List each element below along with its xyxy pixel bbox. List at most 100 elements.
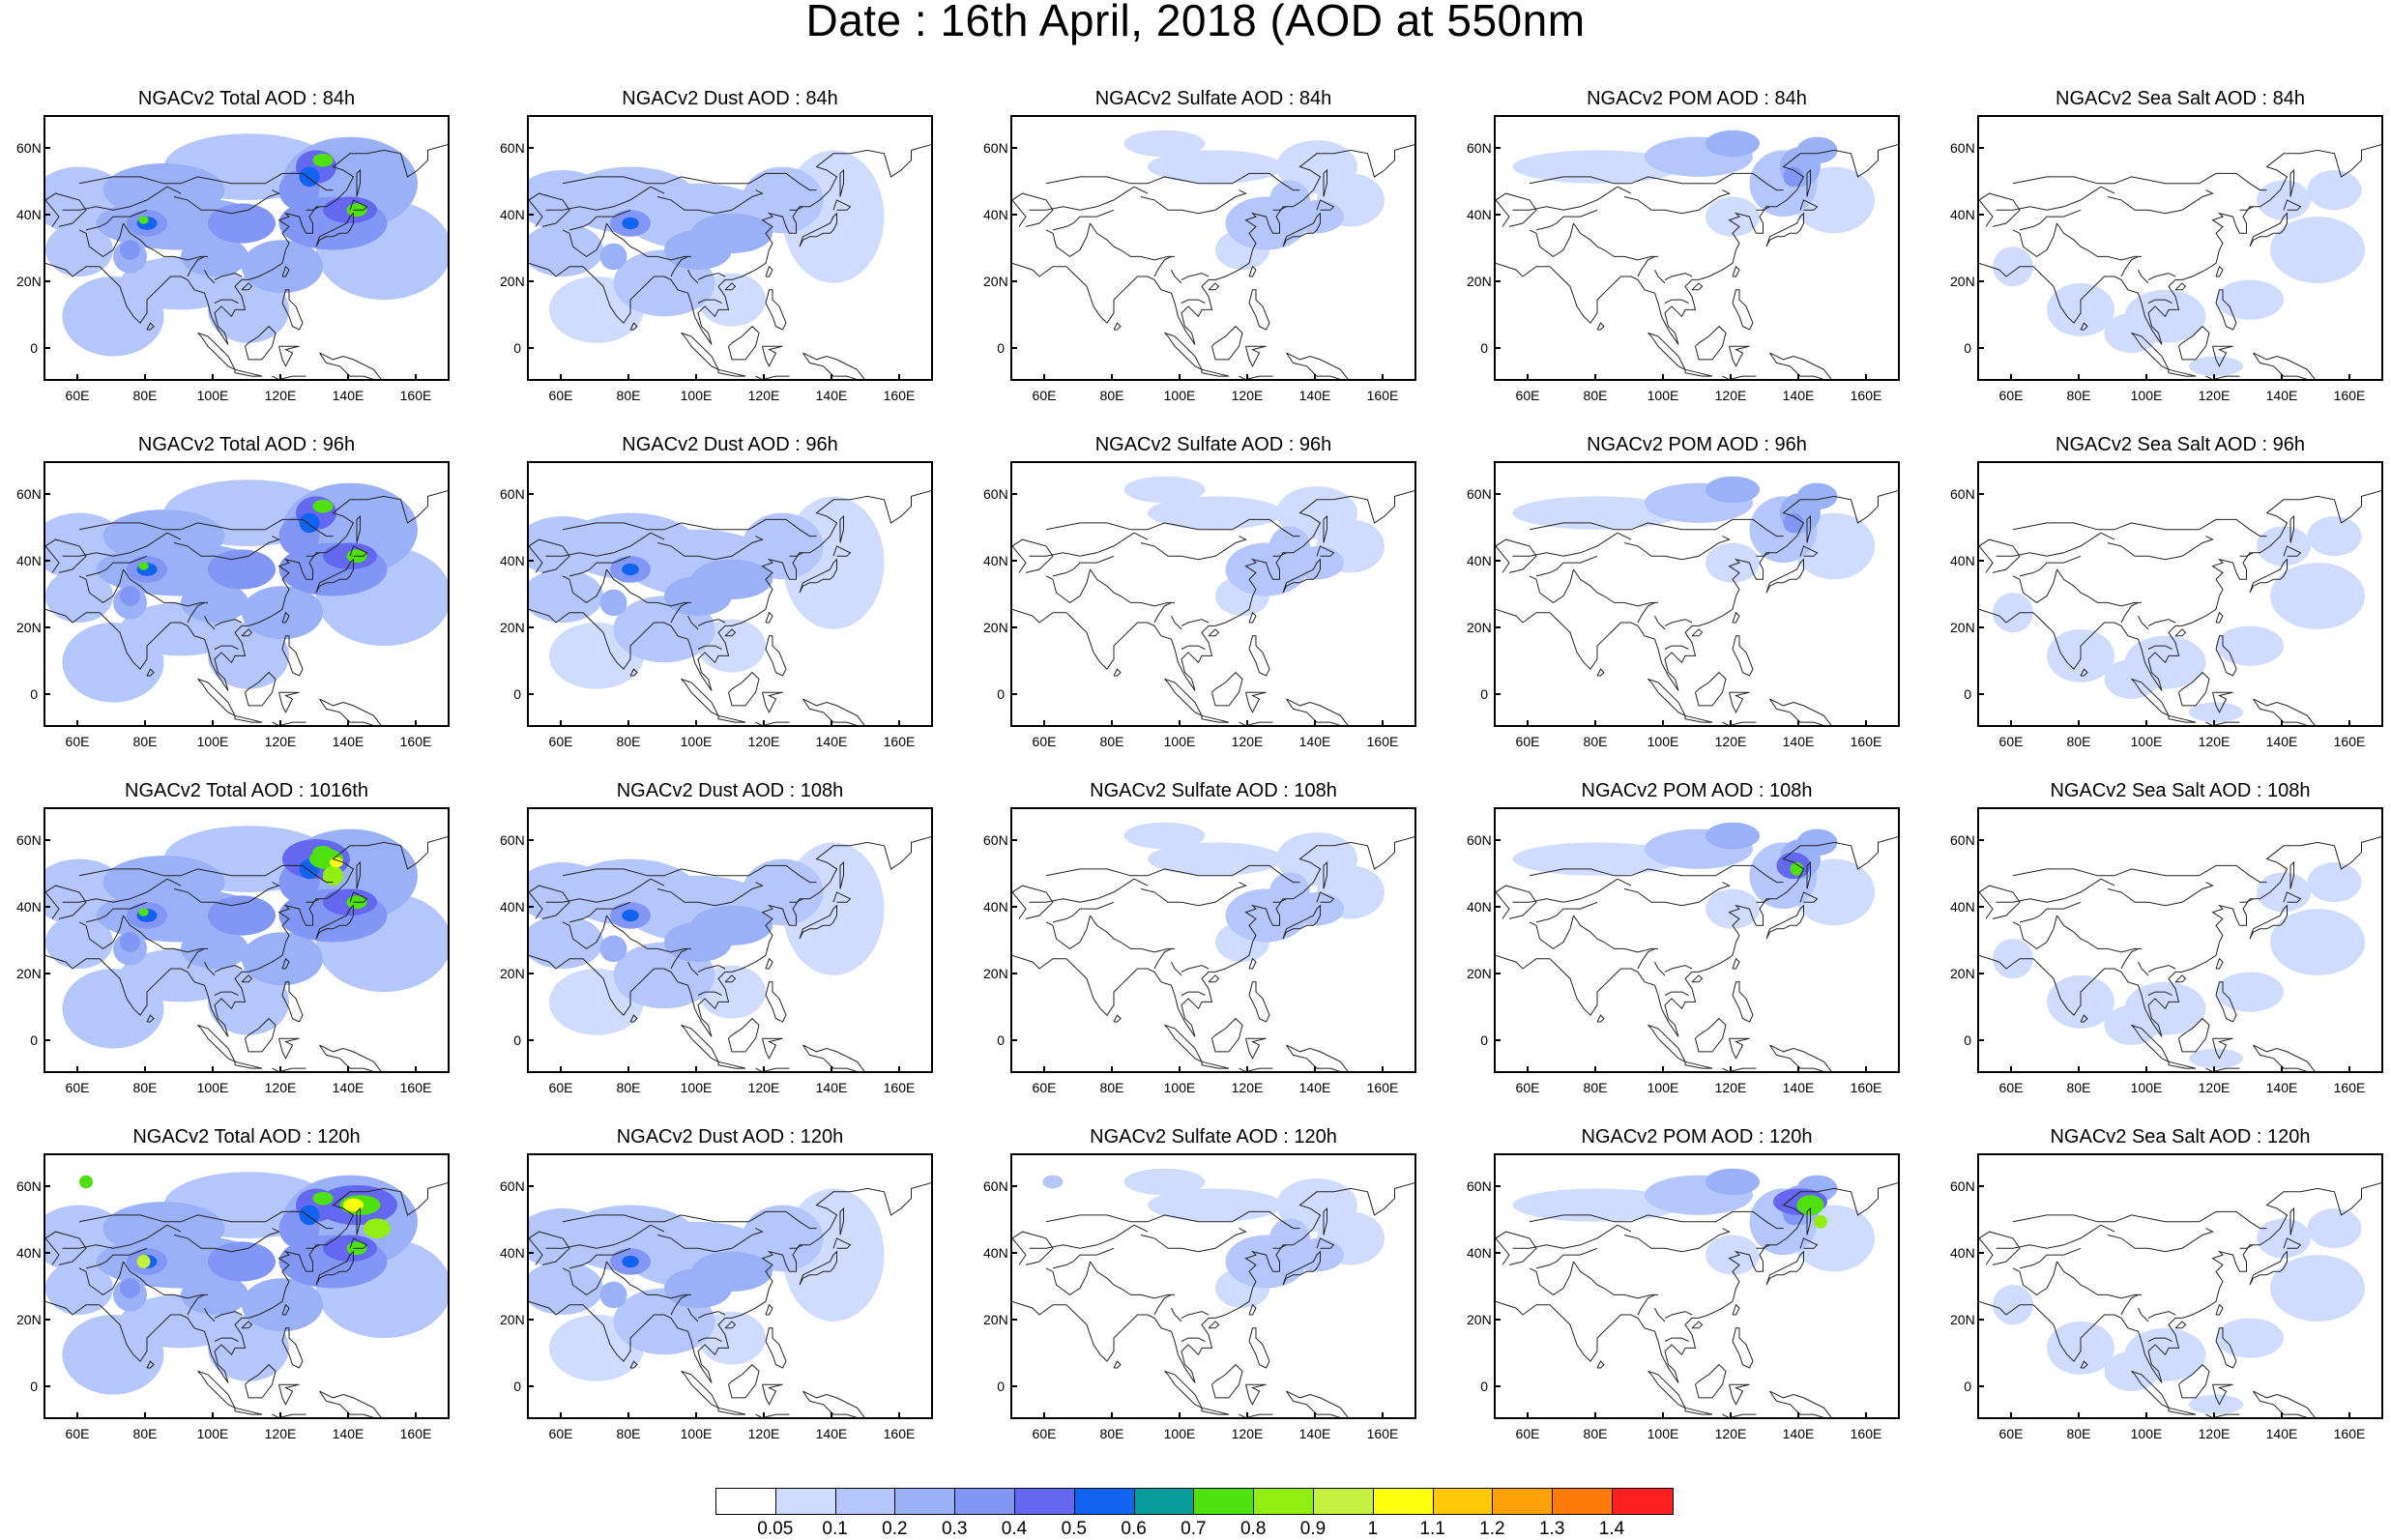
coastline <box>2012 915 2057 950</box>
map-plot-area <box>1010 115 1416 381</box>
colorbar-swatch <box>1612 1489 1673 1514</box>
coastline <box>1286 698 1349 725</box>
map-plot-area <box>44 115 450 381</box>
coastline <box>272 1413 306 1417</box>
lat-tick <box>1494 1252 1501 1255</box>
coastline <box>2107 882 2214 907</box>
coastline <box>2289 1206 2294 1235</box>
coastline <box>272 721 306 725</box>
coastline <box>1765 1250 1804 1286</box>
lon-label: 60E <box>1998 388 2024 403</box>
coastline <box>670 601 688 624</box>
aod-contour <box>242 932 323 986</box>
coastline <box>1512 878 1618 903</box>
panel-title: NGACv2 Sulfate AOD : 96h <box>1094 434 1332 455</box>
coastline <box>281 957 290 970</box>
coastline <box>197 1370 237 1409</box>
colorbar <box>715 1488 1674 1515</box>
coastline <box>545 1224 652 1249</box>
coastline <box>319 352 382 379</box>
lon-label: 80E <box>2066 1080 2091 1095</box>
coastline <box>45 538 87 573</box>
coastline <box>241 628 253 637</box>
map-plot-area <box>1977 461 2383 727</box>
lon-label: 140E <box>815 734 848 749</box>
coastline <box>1806 514 1811 543</box>
coastline <box>2174 282 2187 291</box>
coastline <box>2212 345 2233 367</box>
coastline <box>755 1067 790 1071</box>
coastline <box>687 1307 699 1322</box>
lat-tick <box>1494 906 1501 909</box>
coastline <box>2080 1014 2088 1023</box>
lat-label: 60N <box>1467 486 1492 503</box>
lon-label: 120E <box>264 734 297 749</box>
map-plot-area <box>1494 807 1900 1073</box>
aod-contour <box>622 1255 639 1268</box>
coastline <box>319 1390 382 1417</box>
coastline <box>1045 1261 1091 1296</box>
coastline <box>78 864 334 884</box>
coastline <box>1684 368 1713 377</box>
lon-label: 120E <box>264 1080 297 1095</box>
lon-label: 60E <box>1998 1426 2024 1441</box>
lat-tick <box>44 214 50 217</box>
lon-label: 80E <box>132 388 158 403</box>
lon-tick <box>695 1412 697 1419</box>
lon-label: 100E <box>1647 1080 1679 1095</box>
lat-label: 20N <box>1467 965 1492 981</box>
lat-tick <box>1977 346 1984 349</box>
coastline <box>85 901 148 923</box>
coastline <box>1881 1072 1885 1073</box>
panel-title: NGACv2 POM AOD : 96h <box>1587 434 1807 455</box>
aod-contour <box>1269 1218 1310 1259</box>
aod-contour <box>2189 356 2243 377</box>
coastline <box>1164 1370 1204 1409</box>
coastline <box>281 611 290 624</box>
lat-label: 60N <box>983 140 1008 157</box>
lon-tick <box>415 720 417 727</box>
coastline <box>1164 1024 1204 1063</box>
coastline <box>915 1072 918 1073</box>
lat-label: 20N <box>983 273 1008 289</box>
aod-contour <box>1790 862 1804 876</box>
aod-contour <box>62 276 164 357</box>
lon-label: 100E <box>2130 734 2163 749</box>
aod-contour <box>1706 1235 1760 1275</box>
lat-tick <box>1494 560 1501 563</box>
coastline <box>2100 532 2115 540</box>
coastline <box>1695 1363 1727 1399</box>
lon-tick <box>1043 1412 1045 1419</box>
lon-label: 140E <box>1782 734 1815 749</box>
coastline <box>214 1311 243 1319</box>
lon-label: 160E <box>399 1080 432 1095</box>
lon-tick <box>831 1412 832 1419</box>
map-plot-area <box>527 807 933 1073</box>
lat-label: 40N <box>16 1245 42 1262</box>
panel-title: NGACv2 Dust AOD : 120h <box>616 1126 844 1148</box>
coastline <box>1691 282 1704 291</box>
lat-tick <box>44 1384 50 1387</box>
aod-contour <box>1706 1168 1760 1196</box>
coastline <box>1623 1228 1731 1253</box>
coastline <box>1171 961 1182 976</box>
coastline <box>1201 714 1230 723</box>
lat-label: 20N <box>500 965 525 981</box>
lon-tick <box>1043 1066 1045 1073</box>
lat-label: 60N <box>983 1178 1008 1195</box>
coastline <box>799 212 837 247</box>
coastline <box>697 1337 722 1342</box>
aod-contour <box>1814 1214 1827 1229</box>
lon-tick <box>2145 1412 2147 1419</box>
lat-tick <box>527 279 534 282</box>
panel-title: NGACv2 Sulfate AOD : 120h <box>1090 1126 1337 1148</box>
coastline <box>2239 898 2254 903</box>
lon-label: 80E <box>1099 388 1124 403</box>
coastline <box>1496 836 1898 1037</box>
map-panel: NGACv2 POM AOD : 108h 60N 40N 20N 0 60E 80E 100… <box>1465 779 1948 1113</box>
coastline <box>234 714 263 723</box>
colorbar-label: 1.2 <box>1479 1519 1505 1539</box>
aod-contour <box>181 236 248 276</box>
coastline <box>545 878 652 903</box>
coastline <box>214 619 243 626</box>
